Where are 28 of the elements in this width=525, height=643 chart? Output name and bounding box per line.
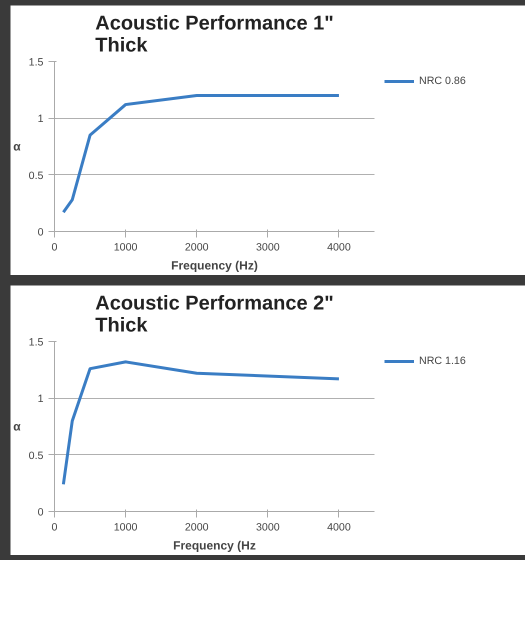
x-tick-label: 4000 <box>327 242 351 254</box>
line-series <box>62 94 340 214</box>
y-tick-label: 0.5 <box>28 170 44 182</box>
x-axis-title: Frequency (Hz) <box>171 258 258 272</box>
x-axis-title: Frequency (Hz <box>173 538 256 552</box>
y-axis-title: α <box>13 140 22 154</box>
chart-title: Acoustic Performance 2" Thick <box>95 292 334 336</box>
x-tick-label: 4000 <box>327 522 351 534</box>
y-tick-label: 1 <box>38 393 44 406</box>
x-tick-label: 0 <box>52 522 58 534</box>
y-tick-label: 0 <box>38 226 44 238</box>
legend-label: NRC 1.16 <box>419 355 466 367</box>
x-tick-label: 3000 <box>256 242 280 254</box>
y-tick-label: 0.5 <box>28 450 44 462</box>
y-axis-title: α <box>13 420 22 434</box>
y-tick-label: 1.5 <box>28 56 44 68</box>
y-tick-label: 0 <box>38 506 44 518</box>
line-series <box>62 360 340 486</box>
x-tick-label: 1000 <box>114 522 138 534</box>
x-tick-label: 3000 <box>256 522 280 534</box>
x-tick-label: 2000 <box>184 242 209 254</box>
y-tick-label: 1.5 <box>28 336 44 348</box>
x-tick-label: 0 <box>52 242 58 254</box>
legend-label: NRC 0.86 <box>419 75 466 87</box>
y-tick-label: 1 <box>38 113 44 126</box>
chart-title: Acoustic Performance 1" Thick <box>95 12 334 56</box>
x-tick-label: 2000 <box>184 522 209 534</box>
x-tick-label: 1000 <box>114 242 138 254</box>
